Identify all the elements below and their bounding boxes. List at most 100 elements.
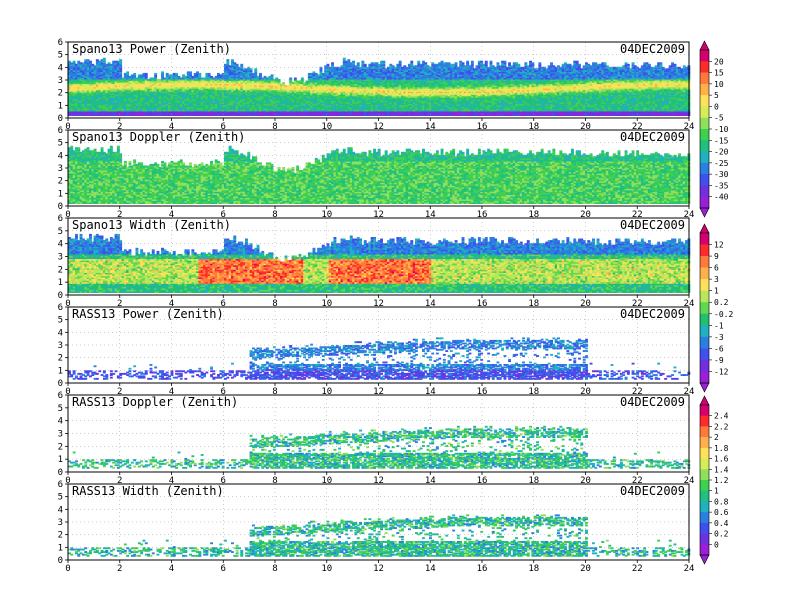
- y-tick-label: 6: [58, 38, 63, 48]
- x-tick-label: 22: [632, 564, 643, 574]
- colorbar-tick-label: -6: [714, 344, 724, 353]
- y-tick-label: 4: [58, 505, 63, 515]
- panel-title: Spano13 Power (Zenith): [72, 42, 231, 56]
- colorbar-swatch: [700, 174, 709, 186]
- colorbar-swatch: [700, 314, 709, 326]
- y-tick-label: 3: [58, 253, 63, 263]
- colorbar-swatch: [700, 95, 709, 107]
- colorbar-tick-label: 0.2: [714, 298, 729, 307]
- y-tick-label: 0: [58, 291, 63, 301]
- colorbar-swatch: [700, 372, 709, 384]
- colorbar-tick-label: 1.6: [714, 455, 729, 464]
- x-tick-label: 12: [373, 564, 384, 574]
- y-tick-label: 4: [58, 328, 63, 338]
- panel-title: RASS13 Width (Zenith): [72, 484, 224, 498]
- colorbar-swatch: [700, 337, 709, 349]
- y-tick-label: 2: [58, 531, 63, 541]
- colorbar-swatch: [700, 197, 709, 209]
- x-tick-label: 16: [477, 564, 488, 574]
- colorbar-swatch: [700, 106, 709, 118]
- y-tick-label: 6: [58, 214, 63, 224]
- colorbar-tick-label: 0.4: [714, 519, 729, 528]
- colorbar-tick-label: -25: [714, 159, 729, 168]
- x-tick-label: 2: [117, 564, 122, 574]
- x-tick-label: 6: [221, 564, 226, 574]
- colorbar-tick-label: 1.2: [714, 476, 729, 485]
- y-tick-label: 0: [58, 468, 63, 478]
- y-tick-label: 1: [58, 278, 63, 288]
- colorbar-swatch: [700, 129, 709, 141]
- colorbar-tick-label: 1.8: [714, 444, 729, 453]
- panel-title: RASS13 Doppler (Zenith): [72, 395, 238, 409]
- y-tick-label: 6: [58, 303, 63, 313]
- panel-title: Spano13 Width (Zenith): [72, 218, 231, 232]
- colorbar-swatch: [700, 268, 709, 280]
- y-tick-label: 3: [58, 341, 63, 351]
- colorbar-tick-label: 0: [714, 540, 719, 549]
- y-tick-label: 3: [58, 164, 63, 174]
- y-tick-label: 2: [58, 442, 63, 452]
- colorbar-swatch: [700, 501, 709, 512]
- y-tick-label: 1: [58, 189, 63, 199]
- colorbar-cb_width: 2.42.221.81.61.41.210.80.60.40.20: [700, 396, 729, 564]
- y-tick-label: 1: [58, 543, 63, 553]
- colorbar-swatch: [700, 279, 709, 291]
- x-tick-label: 14: [425, 564, 436, 574]
- colorbar-swatch: [700, 291, 709, 303]
- colorbar-tick-label: 9: [714, 252, 719, 261]
- y-tick-label: 0: [58, 202, 63, 212]
- colorbar-tick-label: 3: [714, 275, 719, 284]
- colorbar-tick-label: -5: [714, 114, 724, 123]
- colorbar-tick-label: -0.2: [714, 310, 733, 319]
- y-tick-label: 0: [58, 556, 63, 566]
- y-tick-label: 6: [58, 480, 63, 490]
- panel-title: RASS13 Power (Zenith): [72, 307, 224, 321]
- colorbar-swatch: [700, 512, 709, 523]
- colorbar-swatch: [700, 544, 709, 555]
- colorbar-tick-label: -40: [714, 193, 729, 202]
- colorbar-swatch: [700, 448, 709, 459]
- colorbar-swatch: [700, 185, 709, 197]
- colorbar-swatch: [700, 480, 709, 491]
- colorbar-tick-label: 15: [714, 69, 724, 78]
- colorbar-tick-label: -15: [714, 136, 729, 145]
- y-tick-label: 4: [58, 240, 63, 250]
- radar-profiler-figure: 0 2 4 6 8 10 12 14 16 18 20 22 240123456 Spano13 Powe…: [0, 0, 792, 612]
- colorbar-swatch: [700, 84, 709, 96]
- x-tick-label: 24: [684, 564, 695, 574]
- colorbar-tick-label: 5: [714, 91, 719, 100]
- colorbar-swatch: [700, 73, 709, 85]
- colorbar-swatch: [700, 302, 709, 314]
- y-tick-label: 3: [58, 430, 63, 440]
- colorbar-swatch: [700, 491, 709, 502]
- x-tick-label: 4: [169, 564, 174, 574]
- y-tick-label: 5: [58, 51, 63, 61]
- y-tick-label: 4: [58, 63, 63, 73]
- colorbar-swatch: [700, 50, 709, 62]
- colorbar-swatch: [700, 163, 709, 175]
- colorbar-tick-label: -20: [714, 148, 729, 157]
- colorbar-swatch: [700, 534, 709, 545]
- colorbar-tick-label: 0.2: [714, 530, 729, 539]
- x-tick-label: 10: [321, 564, 332, 574]
- y-tick-label: 3: [58, 518, 63, 528]
- panel-date: 04DEC2009: [620, 395, 685, 409]
- y-tick-label: 6: [58, 391, 63, 401]
- x-tick-label: 0: [65, 564, 70, 574]
- colorbar-tick-label: 0.6: [714, 508, 729, 517]
- panel-date: 04DEC2009: [620, 307, 685, 321]
- colorbar-tick-label: 2.4: [714, 412, 729, 421]
- colorbar-swatch: [700, 416, 709, 427]
- colorbar-tick-label: -30: [714, 170, 729, 179]
- y-tick-label: 3: [58, 76, 63, 86]
- panel-date: 04DEC2009: [620, 484, 685, 498]
- y-tick-label: 1: [58, 366, 63, 376]
- colorbar-tick-label: -3: [714, 333, 724, 342]
- y-tick-label: 2: [58, 265, 63, 275]
- y-tick-label: 5: [58, 404, 63, 414]
